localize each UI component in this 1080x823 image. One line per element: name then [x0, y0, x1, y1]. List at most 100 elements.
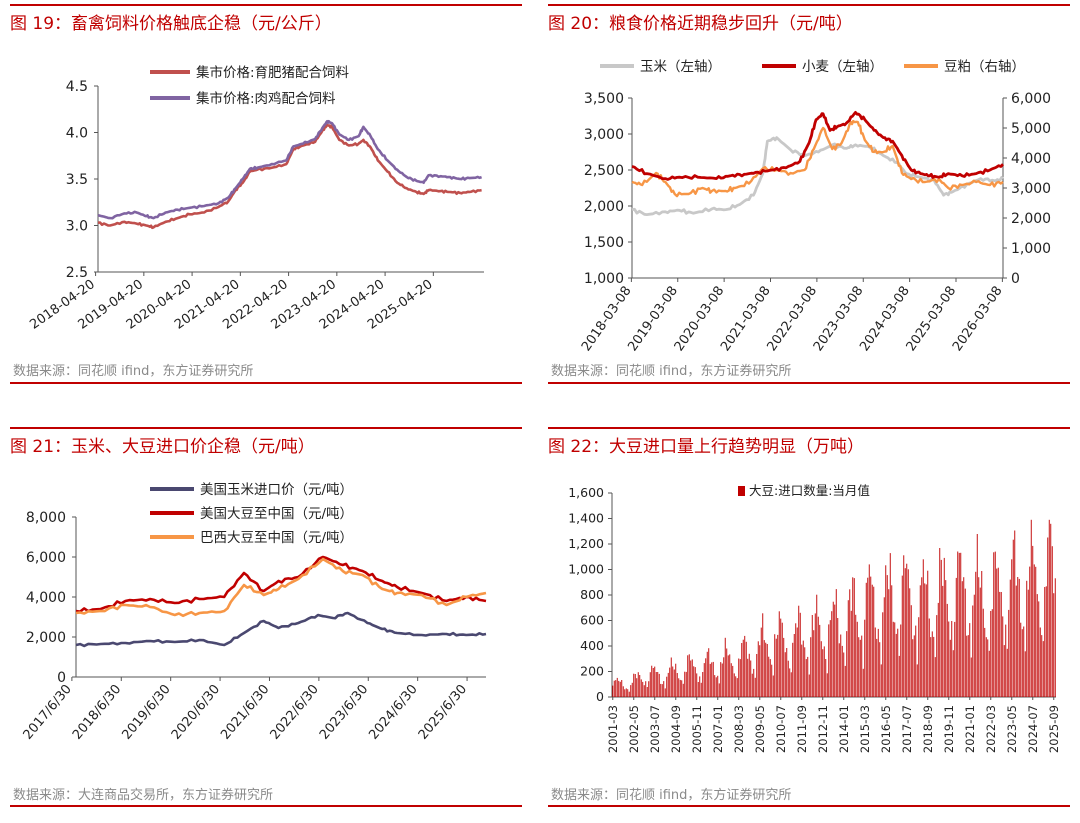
- bar: [996, 568, 998, 697]
- bar: [691, 659, 693, 697]
- bar: [930, 637, 932, 697]
- bar: [666, 676, 668, 697]
- bar: [741, 643, 743, 697]
- bar: [627, 689, 629, 697]
- chart-panel-soybean-imports: 图 22：大豆进口量上行趋势明显（万吨） 0 200 400 600 800 1,000 1…: [548, 427, 1070, 811]
- bar: [642, 681, 644, 697]
- bar: [811, 615, 813, 697]
- bar: [936, 615, 938, 697]
- bar: [895, 633, 897, 697]
- bar: [799, 612, 801, 697]
- x-tick-label: 2017-07: [900, 705, 914, 753]
- bar: [870, 576, 872, 697]
- series-line: [631, 111, 1005, 181]
- series-line: [97, 120, 483, 220]
- bar: [738, 658, 740, 697]
- bar: [847, 600, 849, 697]
- bar: [613, 680, 615, 697]
- bar: [714, 675, 716, 697]
- y-tick-label: 6,000: [26, 550, 66, 566]
- bar: [1027, 589, 1029, 697]
- bar: [877, 628, 879, 697]
- bar: [828, 624, 830, 697]
- x-tick-label: 2003-07: [648, 705, 662, 753]
- bar: [999, 591, 1001, 697]
- bar: [912, 639, 914, 697]
- bar: [1023, 626, 1025, 697]
- bar: [1035, 566, 1037, 697]
- bar: [834, 604, 836, 697]
- bar: [706, 651, 708, 697]
- bar: [730, 663, 732, 697]
- bar: [882, 612, 884, 697]
- bar: [723, 657, 725, 697]
- series-line: [97, 123, 482, 230]
- bar: [892, 621, 894, 697]
- x-tick-label: 2024/6/30: [366, 682, 420, 743]
- bar: [867, 577, 869, 697]
- bar: [906, 563, 908, 697]
- bar: [792, 642, 794, 697]
- bar: [664, 688, 666, 697]
- bar: [780, 618, 782, 697]
- source-note: 数据来源：大连商品交易所，东方证券研究所: [13, 788, 274, 803]
- bar: [778, 611, 780, 697]
- bar: [735, 676, 737, 697]
- bar: [724, 637, 726, 697]
- bar: [952, 650, 954, 697]
- source-note: 数据来源：同花顺 ifind，东方证券研究所: [13, 364, 254, 379]
- bar: [840, 634, 842, 697]
- bar: [804, 647, 806, 697]
- bar: [859, 639, 861, 697]
- bar: [739, 659, 741, 697]
- bar: [1033, 564, 1035, 697]
- bar: [991, 609, 993, 697]
- bar: [696, 673, 698, 697]
- y-tick-label: 1,400: [568, 511, 604, 526]
- bar: [667, 672, 669, 697]
- bar: [769, 659, 771, 697]
- bar: [982, 608, 984, 697]
- bar: [690, 660, 692, 697]
- chart-panel-grain-prices: 图 20：粮食价格近期稳步回升（元/吨） 1,000 1,500 2,000 2,50…: [548, 4, 1070, 386]
- legend-label: 巴西大豆至中国（元/吨）: [200, 530, 353, 546]
- bar: [879, 642, 881, 697]
- bar: [1011, 559, 1013, 697]
- bar: [712, 661, 714, 697]
- bar: [903, 555, 905, 697]
- bar: [762, 613, 764, 697]
- bar: [640, 679, 642, 697]
- title-top-rule: [10, 4, 522, 6]
- bar: [766, 644, 768, 697]
- bar: [1039, 627, 1041, 697]
- bar: [826, 673, 828, 697]
- bar: [705, 658, 707, 697]
- bar: [790, 672, 792, 697]
- bar: [897, 628, 899, 697]
- bar: [1032, 545, 1034, 697]
- bar: [1048, 519, 1050, 697]
- bar: [924, 583, 926, 697]
- bar: [873, 586, 875, 697]
- bottom-rule: [10, 805, 522, 807]
- bar: [676, 673, 678, 697]
- bar: [844, 665, 846, 697]
- bar: [987, 639, 989, 697]
- bar: [880, 664, 882, 697]
- title-top-rule: [548, 427, 1070, 429]
- bar: [985, 637, 987, 697]
- bar: [876, 638, 878, 697]
- y-tick-label-left: 1,500: [584, 235, 624, 251]
- bar: [720, 662, 722, 697]
- bar: [657, 672, 659, 697]
- bar: [1045, 586, 1047, 697]
- bar: [816, 594, 818, 697]
- x-tick-label: 2022-03: [984, 705, 998, 753]
- bar: [957, 551, 959, 697]
- bar: [619, 681, 621, 697]
- x-tick-label: 2008-03: [732, 705, 746, 753]
- bar: [717, 675, 719, 697]
- bar: [886, 575, 888, 697]
- bar: [688, 654, 690, 697]
- bar: [931, 631, 933, 697]
